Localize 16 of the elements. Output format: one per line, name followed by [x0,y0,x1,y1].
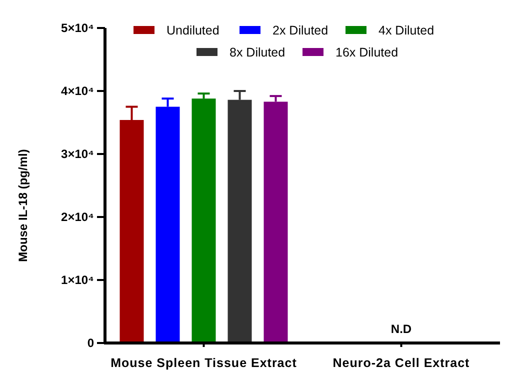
y-tick-label: 0 [87,336,94,350]
legend-label: Undiluted [166,23,220,38]
y-tick-label: 2×10⁴ [61,210,94,224]
y-tick-label: 5×10⁴ [61,21,94,36]
x-tick-label: Neuro-2a Cell Extract [332,356,470,370]
y-tick-label: 4×10⁴ [61,84,94,98]
y-tick-label: 3×10⁴ [61,147,94,162]
bar [192,98,216,343]
y-tick-label: 1×10⁴ [61,273,94,288]
legend-label: 4x Diluted [378,23,434,38]
legend-label: 16x Diluted [336,45,398,60]
x-tick-label: Mouse Spleen Tissue Extract [110,356,298,370]
legend-label: 8x Diluted [230,45,286,60]
legend-label: 2x Diluted [272,23,328,38]
y-axis-title: Mouse IL-18 (pg/ml) [16,149,30,262]
annotation: N.D [390,322,412,336]
